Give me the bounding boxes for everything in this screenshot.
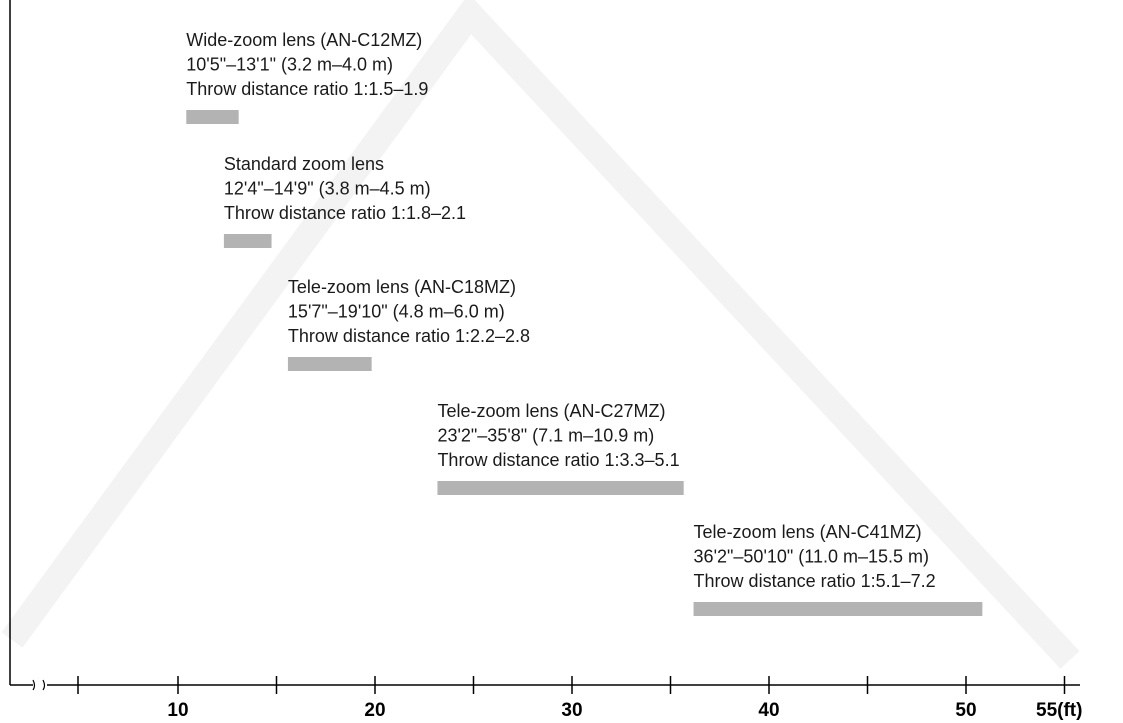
- lens-label-line: 36'2"–50'10" (11.0 m–15.5 m): [694, 547, 929, 567]
- range-bar: [693, 602, 983, 616]
- axis-break-mark: [32, 679, 47, 691]
- x-axis-end-label: 55(ft): [1036, 700, 1082, 721]
- lens-label-line: Throw distance ratio 1:1.5–1.9: [186, 79, 428, 99]
- range-bar: [186, 110, 239, 124]
- lens-label: Standard zoom lens 12'4"–14'9" (3.8 m–4.5…: [224, 154, 466, 223]
- x-axis-tick-label: 30: [561, 700, 582, 721]
- watermark-triangle: [1, 0, 1080, 669]
- range-bar: [437, 481, 684, 495]
- lens-label-line: Tele-zoom lens (AN-C27MZ): [437, 401, 665, 421]
- range-bar: [287, 357, 372, 371]
- lens-label: Tele-zoom lens (AN-C18MZ) 15'7"–19'10" (4…: [288, 277, 530, 346]
- lens-label-line: 12'4"–14'9" (3.8 m–4.5 m): [224, 179, 431, 199]
- x-axis-tick-labels: 10 20 30 40 50: [167, 700, 976, 721]
- lens-label: Tele-zoom lens (AN-C41MZ) 36'2"–50'10" (1…: [694, 522, 936, 591]
- x-axis-ticks: [77, 676, 1066, 694]
- lens-label: Wide-zoom lens (AN-C12MZ) 10'5"–13'1" (3.…: [186, 30, 428, 99]
- lens-label-line: Throw distance ratio 1:3.3–5.1: [437, 450, 679, 470]
- x-axis-tick-label: 50: [955, 700, 976, 721]
- x-axis-tick-label: 10: [167, 700, 188, 721]
- lens-label-line: 10'5"–13'1" (3.2 m–4.0 m): [186, 55, 393, 75]
- lens-labels: Wide-zoom lens (AN-C12MZ) 10'5"–13'1" (3.…: [186, 30, 935, 591]
- lens-label-line: Wide-zoom lens (AN-C12MZ): [186, 30, 422, 50]
- range-bar: [223, 234, 272, 248]
- lens-label-line: Throw distance ratio 1:1.8–2.1: [224, 203, 466, 223]
- range-bars: [186, 110, 983, 616]
- lens-label-line: Tele-zoom lens (AN-C18MZ): [288, 277, 516, 297]
- lens-label-line: 15'7"–19'10" (4.8 m–6.0 m): [288, 302, 505, 322]
- lens-label: Tele-zoom lens (AN-C27MZ) 23'2"–35'8" (7.…: [437, 401, 679, 470]
- lens-label-line: Standard zoom lens: [224, 154, 384, 174]
- lens-label-line: 23'2"–35'8" (7.1 m–10.9 m): [437, 426, 654, 446]
- x-axis-tick-label: 20: [364, 700, 385, 721]
- lens-label-line: Throw distance ratio 1:5.1–7.2: [694, 571, 936, 591]
- lens-label-line: Tele-zoom lens (AN-C41MZ): [694, 522, 922, 542]
- lens-label-line: Throw distance ratio 1:2.2–2.8: [288, 326, 530, 346]
- x-axis-tick-label: 40: [758, 700, 779, 721]
